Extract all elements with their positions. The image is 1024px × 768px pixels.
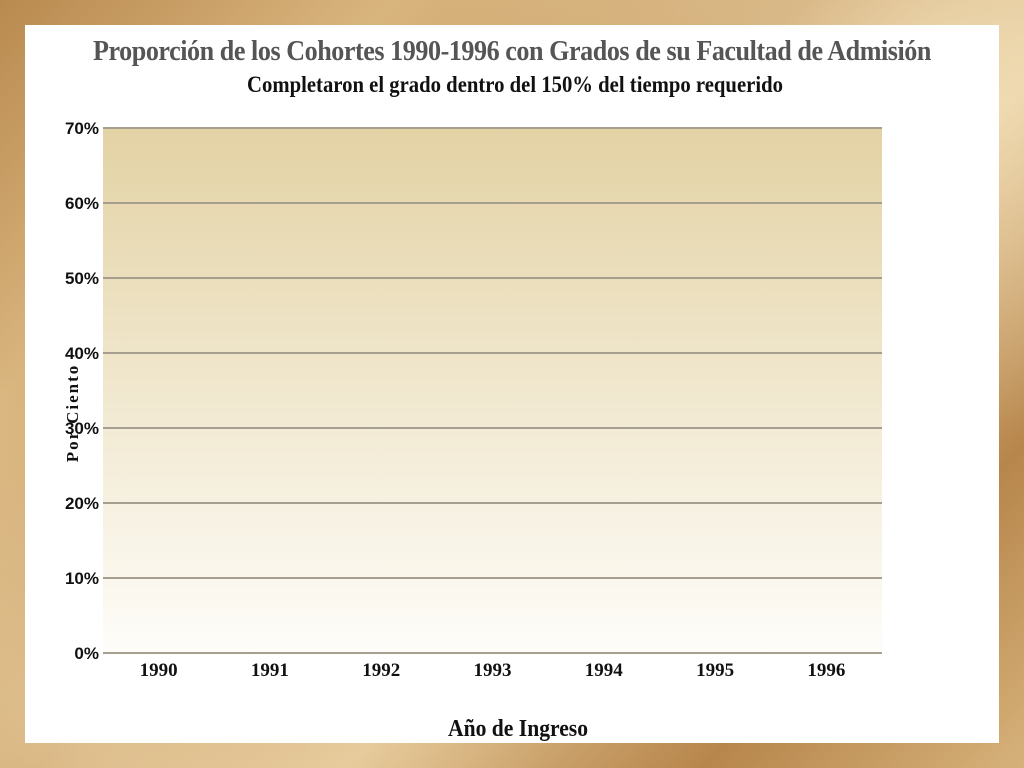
x-axis-title: Año de Ingreso [447, 716, 589, 742]
chart-area: 0% 10% 20% 30% 40% 50% 60% 70% 1990 1991 1992 1993… [65, 119, 882, 681]
x-tick-label: 1992 [362, 660, 400, 681]
slide-frame: Proporción de los Cohortes 1990-1996 con… [25, 25, 999, 743]
x-tick-label: 1991 [251, 660, 289, 681]
y-tick-label: 10% [65, 569, 99, 588]
y-tick-label: 40% [65, 344, 99, 363]
x-tick-label: 1994 [585, 660, 624, 681]
y-tick-label: 70% [65, 119, 99, 138]
chart-title: Proporción de los Cohortes 1990-1996 con… [93, 35, 931, 67]
y-tick-label: 0% [74, 644, 99, 663]
x-tick-label: 1993 [474, 660, 512, 681]
x-tick-label: 1995 [696, 660, 734, 681]
y-tick-label: 50% [65, 269, 99, 288]
x-tick-label: 1996 [807, 660, 845, 681]
y-tick-label: 60% [65, 194, 99, 213]
y-tick-label: 20% [65, 494, 99, 513]
plot-background [103, 128, 882, 653]
y-tick-label: 30% [65, 419, 99, 438]
x-tick-label: 1990 [140, 660, 178, 681]
chart-subtitle: Completaron el grado dentro del 150% del… [247, 72, 783, 97]
